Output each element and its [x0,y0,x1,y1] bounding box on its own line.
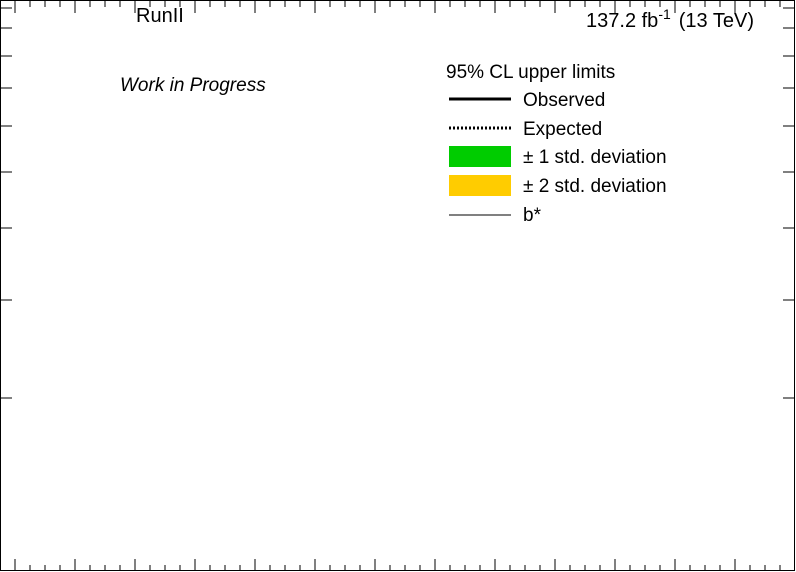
work-in-progress-label: Work in Progress [120,75,266,96]
lumi-energy: (13 TeV) [679,10,754,32]
lumi-exponent: -1 [658,6,671,22]
lumi-value: 137.2 fb [586,10,658,32]
legend-header: 95% CL upper limits [446,62,615,83]
legend-marker-one-sigma [449,146,511,167]
legend-label-two-sigma: ± 2 std. deviation [523,176,667,197]
legend-label-one-sigma: ± 1 std. deviation [523,147,667,168]
legend-marker-two-sigma [449,175,511,196]
legend-label-observed: Observed [523,90,605,111]
legend: 95% CL upper limits Observed Expected ± … [446,62,667,226]
legend-label-expected: Expected [523,119,602,140]
lumi-label: 137.2 fb-1 (13 TeV) [586,6,754,32]
legend-label-bstar: b* [523,205,542,226]
runii-label: RunII [136,5,184,27]
